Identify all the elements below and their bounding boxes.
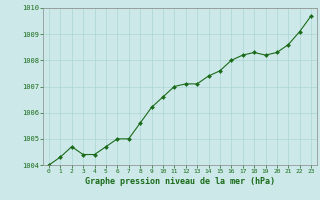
X-axis label: Graphe pression niveau de la mer (hPa): Graphe pression niveau de la mer (hPa) (85, 177, 275, 186)
